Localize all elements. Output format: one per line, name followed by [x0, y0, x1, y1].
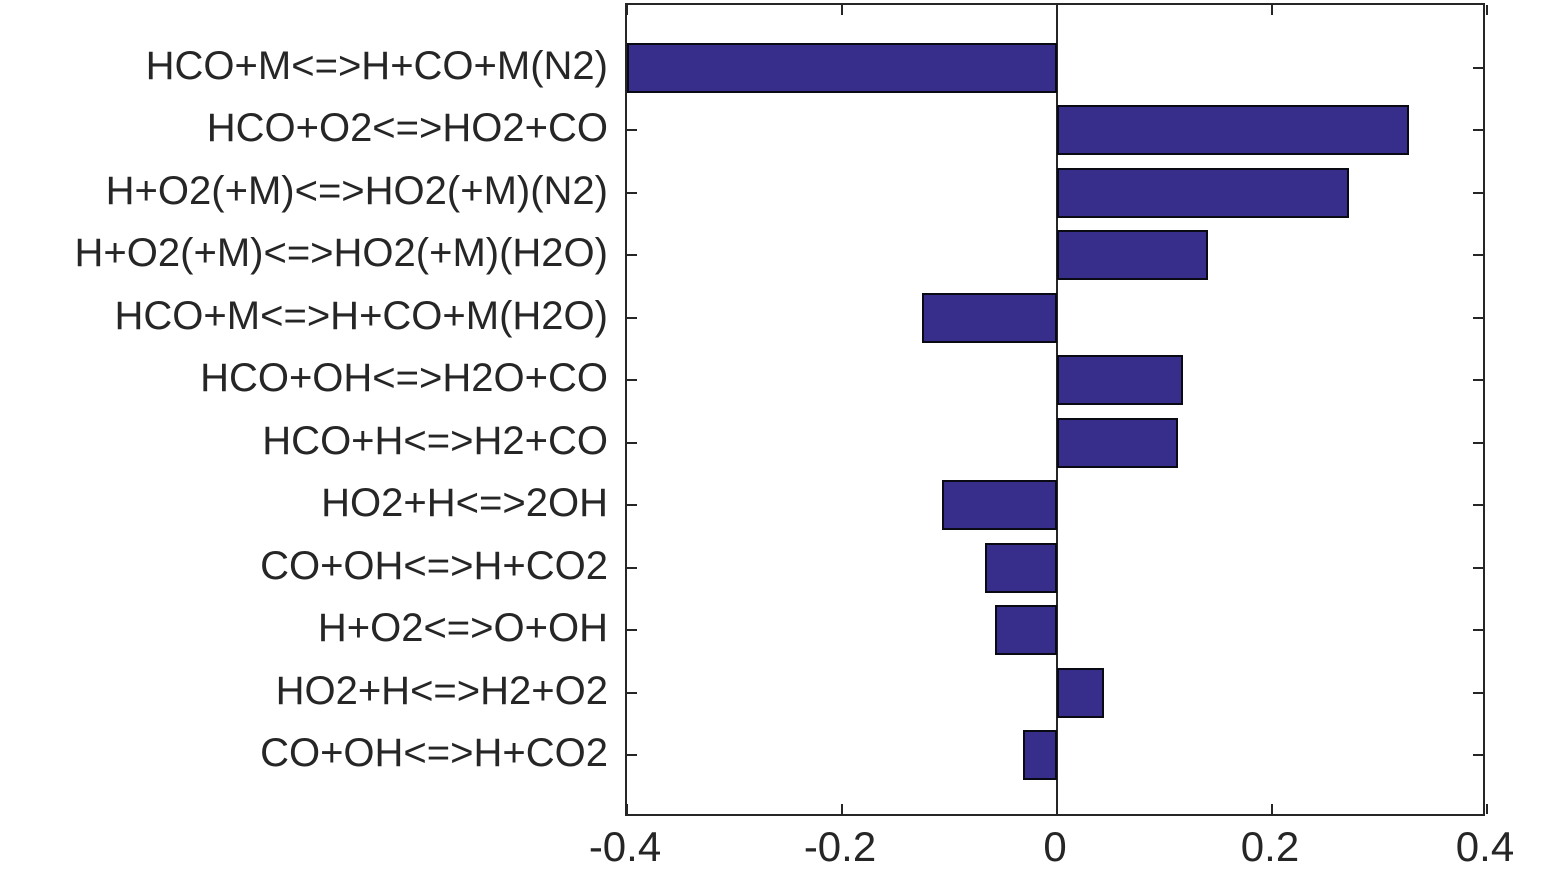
reaction-label: H+O2(+M)<=>HO2(+M)(N2) — [105, 168, 608, 213]
reaction-label: H+O2<=>O+OH — [317, 606, 608, 651]
sensitivity-bar — [1057, 105, 1409, 156]
y-tick-mark — [1473, 66, 1483, 69]
sensitivity-bar — [1057, 167, 1350, 218]
x-tick-mark — [1056, 804, 1058, 814]
y-tick-mark — [627, 316, 637, 319]
y-tick-mark — [1473, 316, 1483, 319]
y-tick-mark — [627, 566, 637, 569]
x-tick-label: 0 — [1043, 823, 1067, 870]
reaction-label: HCO+M<=>H+CO+M(N2) — [145, 43, 608, 88]
y-tick-mark — [1473, 191, 1483, 194]
x-tick-mark — [1271, 804, 1273, 814]
x-tick-mark — [841, 5, 843, 15]
x-tick-mark — [1486, 5, 1488, 15]
reaction-label: HO2+H<=>2OH — [321, 481, 608, 526]
sensitivity-bar — [921, 292, 1057, 343]
sensitivity-bar — [984, 542, 1057, 593]
reaction-label: H+O2(+M)<=>HO2(+M)(H2O) — [74, 231, 608, 276]
sensitivity-bar — [994, 605, 1057, 656]
x-tick-mark — [626, 804, 628, 814]
reaction-label: CO+OH<=>H+CO2 — [260, 731, 608, 776]
sensitivity-bar — [1057, 355, 1183, 406]
y-tick-mark — [1473, 566, 1483, 569]
x-tick-mark — [1271, 5, 1273, 15]
x-tick-mark — [1056, 5, 1058, 15]
reaction-label: CO+OH<=>H+CO2 — [260, 543, 608, 588]
y-tick-mark — [627, 504, 637, 507]
reaction-label: HCO+M<=>H+CO+M(H2O) — [114, 293, 608, 338]
plot-area — [625, 3, 1488, 816]
zero-axis-line — [1056, 5, 1058, 814]
y-tick-mark — [627, 254, 637, 257]
y-tick-mark — [1473, 629, 1483, 632]
reaction-label: HCO+OH<=>H2O+CO — [200, 356, 608, 401]
y-tick-mark — [1473, 691, 1483, 694]
sensitivity-bar — [1057, 417, 1179, 468]
y-tick-mark — [1473, 129, 1483, 132]
y-tick-mark — [1473, 754, 1483, 757]
reaction-label: HCO+H<=>H2+CO — [262, 418, 608, 463]
x-tick-mark — [841, 804, 843, 814]
y-tick-mark — [627, 129, 637, 132]
reaction-label: HCO+O2<=>HO2+CO — [206, 106, 608, 151]
sensitivity-bar — [1057, 667, 1105, 718]
reaction-label: HO2+H<=>H2+O2 — [275, 668, 608, 713]
y-tick-mark — [1473, 379, 1483, 382]
y-tick-mark — [1473, 504, 1483, 507]
y-tick-mark — [627, 691, 637, 694]
sensitivity-bar — [1057, 230, 1208, 281]
x-tick-label: 0.4 — [1455, 823, 1515, 870]
y-tick-mark — [627, 379, 637, 382]
x-tick-label: -0.4 — [588, 823, 662, 870]
sensitivity-bar — [1022, 730, 1057, 781]
y-tick-mark — [1473, 441, 1483, 444]
y-tick-mark — [1473, 254, 1483, 257]
y-tick-mark — [627, 191, 637, 194]
x-tick-mark — [1486, 804, 1488, 814]
y-tick-mark — [627, 629, 637, 632]
y-tick-mark — [627, 754, 637, 757]
x-tick-label: 0.2 — [1240, 823, 1300, 870]
x-tick-mark — [626, 5, 628, 15]
y-tick-mark — [627, 441, 637, 444]
x-tick-label: -0.2 — [803, 823, 877, 870]
sensitivity-bar — [627, 42, 1057, 93]
sensitivity-bar — [941, 480, 1057, 531]
